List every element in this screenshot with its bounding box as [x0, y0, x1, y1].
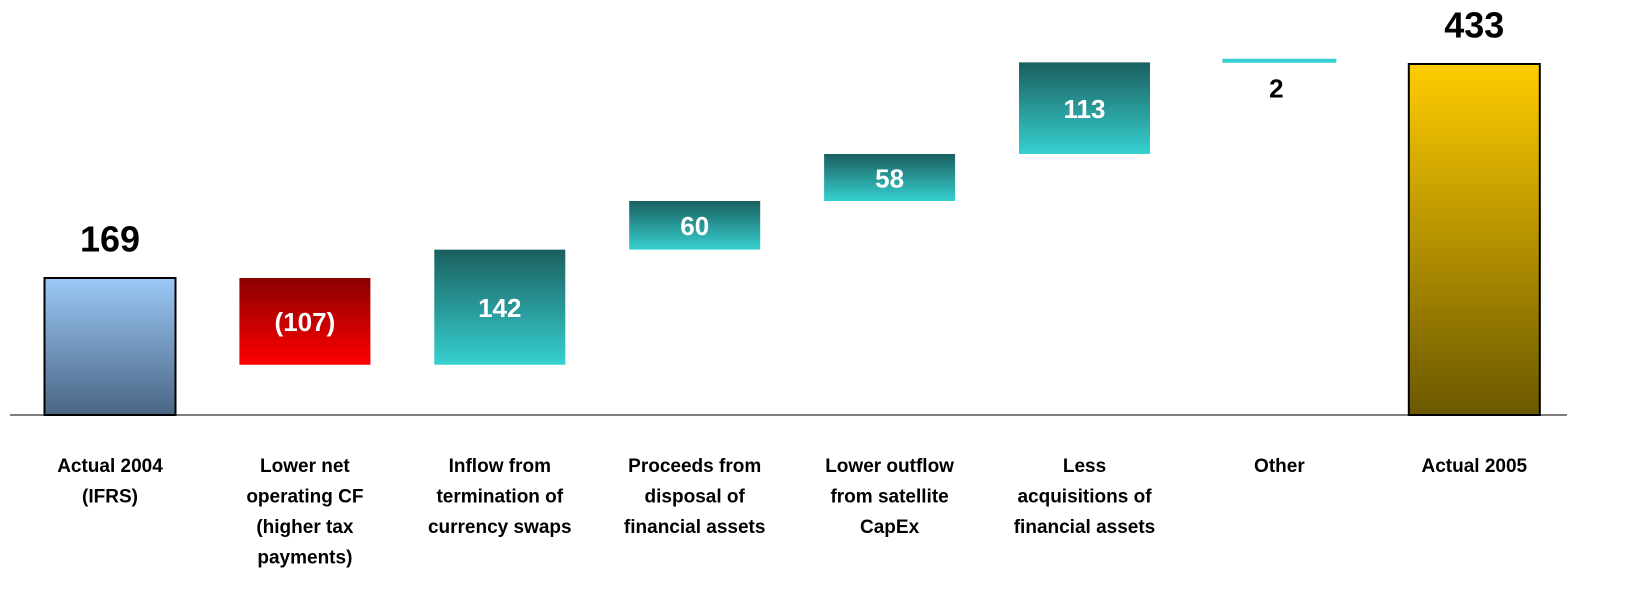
x-tick-label: disposal of: [645, 487, 746, 508]
x-tick-label: (IFRS): [82, 487, 138, 508]
x-tick-label: currency swaps: [428, 517, 572, 538]
x-tick-label: payments): [257, 548, 352, 569]
x-tick-label: termination of: [436, 487, 563, 508]
value-label: 113: [1064, 94, 1106, 124]
value-label: 58: [875, 163, 904, 193]
x-tick-label: Less: [1063, 456, 1106, 477]
value-label: 2: [1269, 74, 1283, 104]
x-tick-label: Actual 2004: [57, 456, 163, 477]
bar: [824, 153, 956, 201]
value-label: 433: [1444, 5, 1504, 46]
x-tick-label: from satellite: [830, 487, 948, 508]
bar: [1407, 63, 1541, 416]
value-label: 142: [478, 293, 521, 323]
x-tick-label: Proceeds from: [628, 456, 761, 477]
value-label: (107): [275, 307, 336, 337]
x-tick-label: financial assets: [624, 517, 766, 538]
x-tick-label: acquisitions of: [1017, 487, 1152, 508]
value-label: 169: [80, 219, 140, 260]
bar: [43, 277, 177, 416]
x-tick-label: Other: [1254, 456, 1305, 477]
x-tick-label: operating CF: [246, 487, 363, 508]
x-tick-label: Lower net: [260, 456, 350, 477]
value-label: 60: [680, 211, 709, 241]
x-tick-label: Lower outflow: [825, 456, 954, 477]
bar: [629, 200, 761, 250]
bar: [239, 278, 371, 365]
x-tick-label: Actual 2005: [1421, 456, 1527, 477]
x-tick-label: (higher tax: [256, 517, 354, 538]
x-tick-label: CapEx: [860, 517, 920, 538]
bar: [434, 249, 566, 365]
bar: [1019, 62, 1150, 154]
x-tick-label: Inflow from: [449, 456, 551, 477]
x-tick-label: financial assets: [1014, 517, 1156, 538]
